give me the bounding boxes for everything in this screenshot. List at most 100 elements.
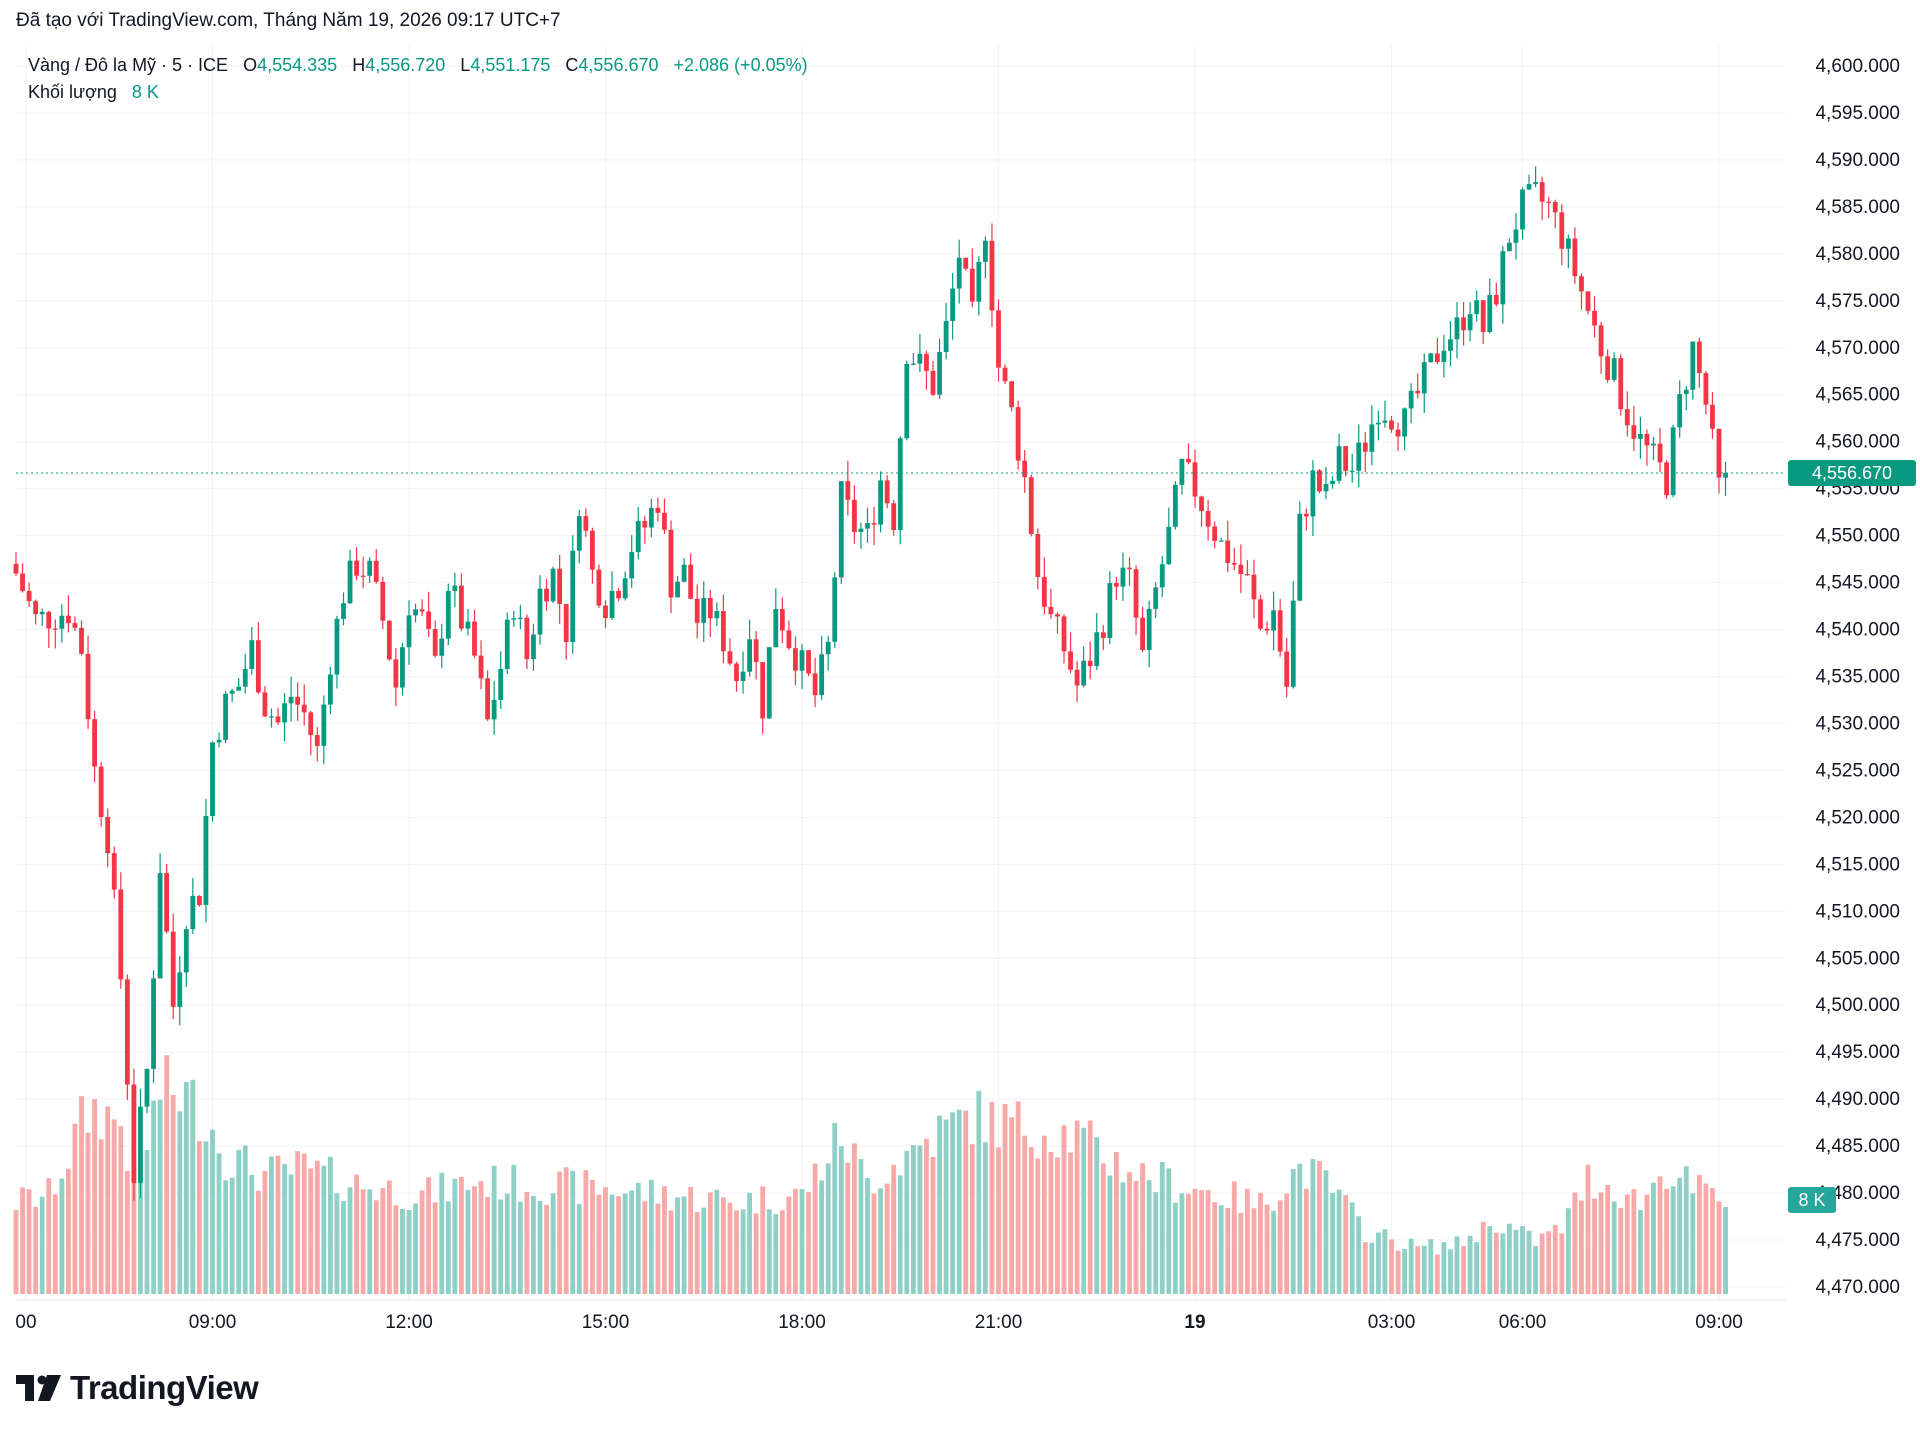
volume-bar — [793, 1188, 798, 1294]
volume-bar — [1454, 1236, 1460, 1294]
volume-bar — [105, 1106, 111, 1294]
volume-bar — [1133, 1181, 1139, 1294]
volume-bar — [1579, 1200, 1584, 1294]
volume-bar — [432, 1202, 438, 1294]
volume-bar — [472, 1186, 477, 1294]
volume-bar — [216, 1153, 222, 1294]
candle-body — [1696, 341, 1702, 374]
volume-bar — [779, 1210, 785, 1294]
y-tick-label: 4,530.000 — [1815, 713, 1900, 734]
candle-body — [701, 597, 707, 623]
volume-bar — [799, 1189, 805, 1294]
candle-body — [354, 560, 359, 576]
candle-body — [52, 628, 58, 630]
y-tick-label: 4,520.000 — [1815, 807, 1900, 828]
candle-body — [1493, 294, 1499, 305]
volume-bar — [753, 1213, 759, 1294]
volume-bar — [642, 1201, 648, 1294]
volume-bar — [1258, 1192, 1263, 1294]
volume-bar — [288, 1174, 294, 1294]
candle-body — [1559, 212, 1565, 249]
volume-bar — [1369, 1242, 1375, 1294]
y-tick-label: 4,475.000 — [1815, 1230, 1900, 1251]
volume-bar — [380, 1188, 386, 1294]
volume-bar — [1061, 1125, 1067, 1294]
volume-bar — [491, 1165, 497, 1294]
volume-bar — [13, 1210, 19, 1294]
volume-bar — [570, 1170, 576, 1294]
candle-body — [891, 503, 897, 531]
candle-body — [642, 520, 648, 528]
volume-label[interactable]: Khối lượng — [28, 82, 117, 102]
volume-bar — [721, 1197, 726, 1294]
y-axis[interactable]: 4,600.000 4,595.000 4,590.000 4,585.000 4,58… — [1815, 56, 1900, 1298]
candle-body — [1107, 583, 1113, 639]
candle-body — [1539, 182, 1545, 202]
x-tick-label: 09:00 — [1695, 1312, 1743, 1333]
candle-body — [157, 873, 163, 979]
volume-bar — [1114, 1152, 1119, 1294]
candle-body — [1716, 428, 1722, 478]
y-tick-label: 4,545.000 — [1815, 573, 1900, 594]
volume-bar — [845, 1162, 851, 1294]
current-price-tag: 4,556.670 — [1788, 459, 1916, 486]
candle-body — [989, 240, 995, 311]
candle-body — [1068, 651, 1073, 670]
candle-body — [1533, 182, 1538, 185]
volume-bar — [668, 1210, 674, 1294]
x-axis[interactable]: 00 09:00 12:00 15:00 18:00 21:00 19 03:00 06:00 0… — [15, 1312, 1742, 1333]
volume-bar — [1107, 1175, 1113, 1294]
y-tick-label: 4,480.000 — [1815, 1183, 1900, 1204]
candle-body — [616, 590, 621, 599]
volume-bar — [622, 1193, 628, 1294]
close-value: 4,556.670 — [578, 55, 659, 75]
volume-bar — [1277, 1200, 1283, 1294]
volume-bar — [832, 1122, 838, 1294]
volume-bar — [786, 1196, 792, 1294]
candle-body — [832, 577, 838, 642]
candle-body — [1035, 534, 1041, 578]
candle-body — [282, 703, 287, 723]
candle-body — [203, 815, 209, 905]
tradingview-logo[interactable]: TradingView — [16, 1369, 259, 1406]
volume-bar — [1074, 1120, 1080, 1294]
volume-bar — [943, 1119, 949, 1294]
volume-bar — [459, 1176, 464, 1294]
candle-body — [668, 529, 674, 598]
candle-body — [845, 481, 851, 500]
y-tick-label: 4,565.000 — [1815, 385, 1900, 406]
volume-bar — [760, 1186, 766, 1294]
candle-body — [1231, 562, 1237, 565]
symbol-title[interactable]: Vàng / Đô la Mỹ · 5 · ICE — [28, 55, 229, 75]
volume-bar — [170, 1094, 176, 1294]
volume-bar — [210, 1129, 215, 1294]
candle-body — [681, 564, 687, 582]
volume-bar — [747, 1192, 752, 1294]
volume-bar — [66, 1168, 71, 1294]
volume-bar — [1238, 1212, 1244, 1294]
candle-body — [445, 590, 451, 639]
volume-bar — [550, 1193, 556, 1294]
y-tick-label: 4,550.000 — [1815, 526, 1900, 547]
volume-bar — [1212, 1202, 1218, 1294]
volume-bar — [1330, 1192, 1335, 1294]
tradingview-logo-icon — [16, 1375, 61, 1401]
candle-body — [170, 931, 176, 1007]
volume-bar — [39, 1196, 45, 1294]
candle-body — [655, 507, 661, 513]
y-tick-label: 4,540.000 — [1815, 620, 1900, 641]
candle-body — [491, 699, 497, 720]
candle-body — [269, 716, 274, 718]
volume-bar — [1028, 1147, 1034, 1294]
candle-body — [400, 647, 405, 688]
volume-bar — [72, 1123, 78, 1294]
volume-bar — [347, 1187, 353, 1294]
candle-body — [688, 564, 694, 599]
candle-body — [288, 696, 294, 704]
volume-bar — [85, 1132, 91, 1294]
volume-bar — [321, 1165, 327, 1294]
candle-body — [1395, 429, 1401, 437]
volume-bar — [635, 1182, 641, 1294]
volume-bar — [1552, 1225, 1558, 1294]
